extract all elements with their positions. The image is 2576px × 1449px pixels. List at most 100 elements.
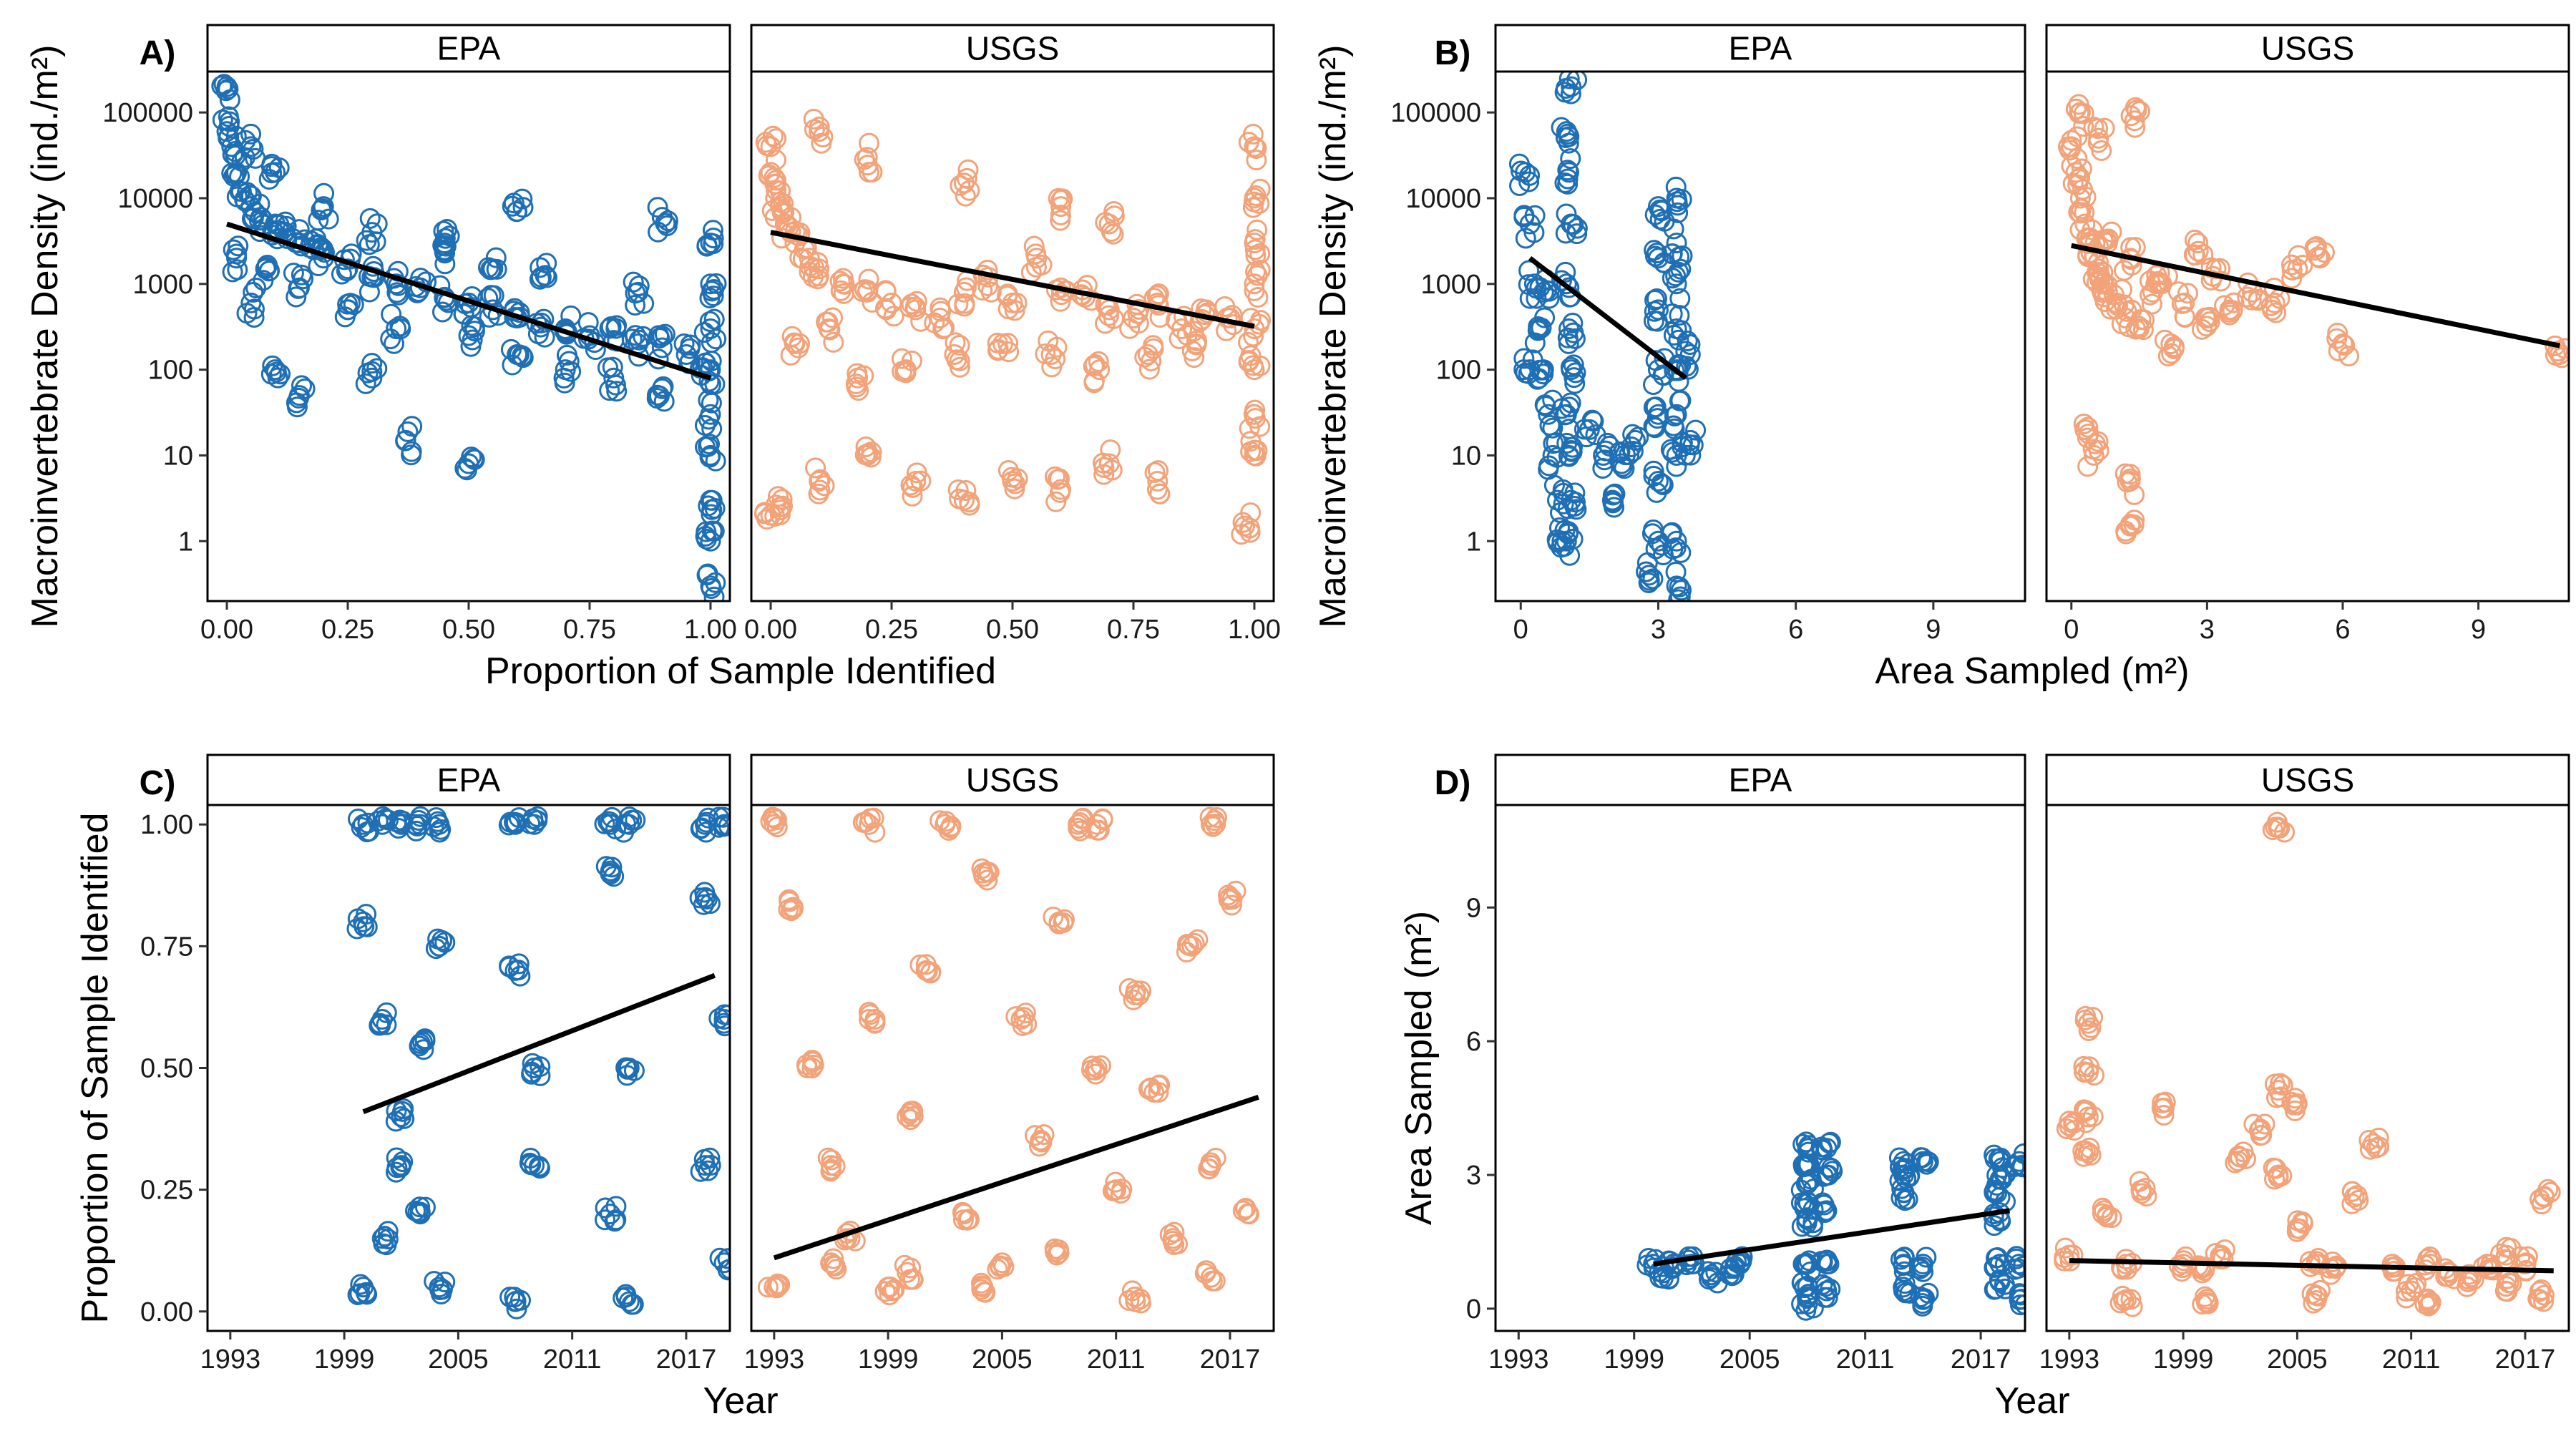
data-point-cloud bbox=[902, 1101, 924, 1122]
data-point-cloud bbox=[1091, 1055, 1112, 1076]
data-point-cloud bbox=[595, 1197, 616, 1219]
panel-tag: A) bbox=[140, 34, 176, 72]
data-point bbox=[763, 814, 785, 835]
y-tick-label: 100 bbox=[148, 356, 193, 386]
data-point-cloud bbox=[2082, 1007, 2104, 1028]
data-point-cloud bbox=[234, 147, 255, 168]
data-point-cloud bbox=[1543, 433, 1564, 454]
data-point-cloud bbox=[646, 384, 668, 406]
data-point-cloud bbox=[1643, 416, 1664, 437]
data-point bbox=[361, 367, 383, 389]
data-point-cloud bbox=[879, 1276, 901, 1297]
y-tick-label: 1000 bbox=[132, 270, 193, 300]
facet-label: EPA bbox=[437, 30, 501, 67]
x-tick-label: 3 bbox=[2200, 615, 2215, 645]
data-point-cloud bbox=[1244, 239, 1266, 260]
data-point-cloud bbox=[1246, 150, 1267, 171]
data-point-cloud bbox=[512, 197, 534, 218]
data-point-cloud bbox=[1102, 1180, 1123, 1201]
data-point-cloud bbox=[820, 1161, 841, 1182]
data-point-cloud bbox=[425, 938, 447, 960]
data-point-cloud bbox=[340, 293, 361, 314]
data-point-cloud bbox=[930, 301, 952, 322]
data-point-cloud bbox=[1555, 77, 1576, 99]
x-tick-label: 6 bbox=[1788, 615, 1803, 645]
data-point-cloud bbox=[369, 1015, 390, 1036]
data-point-cloud bbox=[1093, 457, 1115, 478]
data-point-cloud bbox=[924, 312, 945, 333]
data-point-cloud bbox=[625, 283, 646, 304]
data-point bbox=[1040, 344, 1062, 366]
data-point-cloud bbox=[2092, 230, 2114, 251]
data-point-cloud bbox=[1043, 906, 1064, 927]
x-axis-title: Area Sampled (m²) bbox=[1875, 650, 2189, 692]
data-point-cloud bbox=[533, 308, 555, 330]
data-point-cloud bbox=[2080, 1017, 2102, 1038]
data-point-cloud bbox=[454, 458, 476, 479]
x-axis-title: Year bbox=[1994, 1380, 2069, 1422]
data-point-cloud bbox=[433, 220, 454, 242]
data-point-cloud bbox=[1518, 171, 1540, 192]
data-point-cloud bbox=[689, 887, 711, 909]
data-point-cloud bbox=[1041, 356, 1063, 378]
data-point-cloud bbox=[2100, 298, 2122, 320]
data-point-cloud bbox=[1646, 288, 1667, 310]
data-point-cloud bbox=[1046, 336, 1068, 358]
data-point bbox=[2187, 233, 2209, 254]
data-point-cloud bbox=[971, 858, 992, 879]
data-point-cloud bbox=[2272, 1075, 2293, 1096]
data-point bbox=[1666, 273, 1687, 295]
data-point-cloud bbox=[1176, 934, 1198, 955]
data-point-cloud bbox=[950, 175, 971, 196]
data-point-cloud bbox=[1668, 589, 1689, 601]
data-point-cloud bbox=[1676, 1254, 1697, 1276]
data-point-cloud bbox=[757, 1277, 779, 1298]
data-point-cloud bbox=[2338, 346, 2360, 367]
data-point-cloud bbox=[350, 1274, 371, 1295]
data-point-cloud bbox=[258, 260, 280, 282]
data-point-cloud bbox=[1529, 359, 1551, 381]
x-tick-label: 2011 bbox=[1087, 1345, 1146, 1375]
data-point-cloud bbox=[1665, 176, 1687, 197]
data-point-cloud bbox=[1205, 814, 1226, 835]
data-point bbox=[2059, 1115, 2080, 1136]
data-point-cloud bbox=[1242, 197, 1264, 218]
data-point-cloud bbox=[364, 267, 385, 288]
data-point-cloud bbox=[1820, 1131, 1841, 1153]
data-point-cloud bbox=[900, 474, 922, 496]
data-point-cloud bbox=[1004, 478, 1025, 499]
data-point-cloud bbox=[934, 317, 955, 338]
data-point-cloud bbox=[308, 210, 329, 231]
data-point-cloud bbox=[393, 1098, 414, 1120]
fit-line bbox=[1653, 1208, 2010, 1267]
data-point-cloud bbox=[2163, 338, 2185, 360]
data-point-cloud bbox=[1186, 334, 1207, 356]
data-point-cloud bbox=[288, 278, 309, 299]
data-point-cloud bbox=[1012, 1015, 1033, 1036]
data-point-cloud bbox=[615, 1284, 637, 1305]
data-point-cloud bbox=[2064, 1120, 2085, 1141]
data-point-cloud bbox=[874, 1281, 896, 1302]
data-point-cloud bbox=[1911, 1256, 1933, 1277]
data-point-cloud bbox=[1894, 1273, 1916, 1294]
data-point-cloud bbox=[1669, 586, 1691, 601]
x-tick-label: 2005 bbox=[428, 1345, 489, 1375]
data-point-cloud bbox=[2073, 1055, 2094, 1077]
data-point-cloud bbox=[1643, 310, 1664, 331]
data-point-cloud bbox=[1628, 426, 1649, 448]
data-point-cloud bbox=[1528, 316, 1549, 338]
data-point-cloud bbox=[845, 373, 867, 394]
data-point-cloud bbox=[2009, 1283, 2025, 1304]
data-point-cloud bbox=[2414, 1294, 2436, 1315]
x-tick-label: 0.75 bbox=[1107, 615, 1160, 645]
data-point-cloud bbox=[2091, 140, 2112, 162]
data-point-cloud bbox=[698, 1160, 719, 1181]
y-axis-title: Proportion of Sample Identified bbox=[74, 813, 116, 1324]
data-point-cloud bbox=[2065, 98, 2087, 119]
data-point-cloud bbox=[2237, 286, 2258, 308]
data-point-cloud bbox=[1818, 1253, 1840, 1274]
data-point-cloud bbox=[1564, 492, 1586, 513]
data-point-cloud bbox=[1146, 285, 1168, 306]
data-point-cloud bbox=[1812, 1274, 1833, 1295]
data-point-cloud bbox=[1001, 467, 1023, 488]
